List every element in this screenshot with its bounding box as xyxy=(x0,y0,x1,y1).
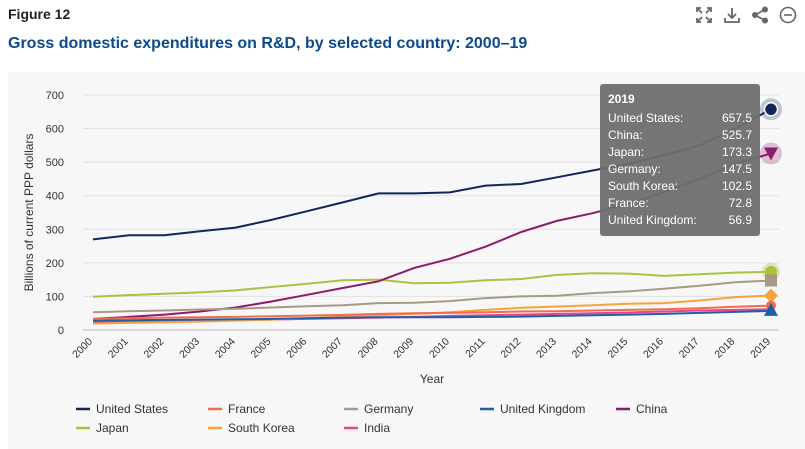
y-tick-label: 700 xyxy=(46,90,64,102)
download-icon[interactable] xyxy=(723,6,741,24)
tooltip-row-label: France: xyxy=(608,196,649,210)
data-point-marker xyxy=(765,274,777,287)
expand-icon[interactable] xyxy=(695,6,713,24)
line-chart: 0 100 200 300 400 500 600 700 2000 2001 2002 2003 20… xyxy=(22,90,782,435)
tooltip-row-label: South Korea: xyxy=(608,179,679,193)
tooltip-row-label: United Kingdom: xyxy=(608,213,697,227)
x-tick-label: 2016 xyxy=(641,336,666,361)
x-tick-label: 2012 xyxy=(498,336,523,361)
figure-label: Figure 12 xyxy=(8,6,71,22)
chart-title: Gross domestic expenditures on R&D, by s… xyxy=(8,35,528,52)
x-tick-label: 2007 xyxy=(320,336,345,361)
tooltip-row-value: 102.5 xyxy=(721,179,752,193)
legend-item-france[interactable]: France xyxy=(208,402,266,416)
legend-label: China xyxy=(636,402,668,416)
tooltip-row-label: Germany: xyxy=(608,162,661,176)
tooltip-year: 2019 xyxy=(608,92,635,106)
tooltip-row-value: 525.7 xyxy=(721,128,752,142)
x-tick-label: 2017 xyxy=(677,336,702,361)
tooltip-row: South Korea: 102.5 xyxy=(608,178,752,195)
tooltip-row-value: 56.9 xyxy=(728,213,752,227)
legend-item-india[interactable]: India xyxy=(344,421,390,435)
x-tick-label: 2014 xyxy=(570,336,595,361)
chart-area: 0 100 200 300 400 500 600 700 2000 2001 2002 2003 20… xyxy=(8,72,805,449)
x-tick-label: 2008 xyxy=(356,336,381,361)
x-tick-label: 2004 xyxy=(213,336,238,361)
legend-item-germany[interactable]: Germany xyxy=(344,402,413,416)
legend-item-japan[interactable]: Japan xyxy=(76,421,129,435)
tooltip-row: Germany: 147.5 xyxy=(608,161,752,178)
x-tick-label: 2006 xyxy=(284,336,309,361)
tooltip-row-label: United States: xyxy=(608,111,684,125)
series-line-france xyxy=(92,304,772,320)
x-axis-title: Year xyxy=(420,372,444,386)
x-tick-label: 2001 xyxy=(106,336,131,361)
legend-label: Japan xyxy=(96,421,129,435)
chart-toolbar xyxy=(695,6,797,24)
y-tick-label: 100 xyxy=(46,291,64,303)
tooltip-row-value: 173.3 xyxy=(721,145,752,159)
x-tick-label: 2018 xyxy=(712,336,737,361)
x-tick-label: 2002 xyxy=(141,336,166,361)
legend-label: United Kingdom xyxy=(500,402,585,416)
tooltip-row-value: 72.8 xyxy=(728,196,752,210)
x-tick-label: 2011 xyxy=(463,336,488,361)
share-icon[interactable] xyxy=(751,6,769,24)
x-tick-label: 2015 xyxy=(605,336,630,361)
legend-label: India xyxy=(364,421,390,435)
x-tick-label: 2003 xyxy=(177,336,202,361)
tooltip-row-value: 147.5 xyxy=(721,162,752,176)
legend-label: South Korea xyxy=(228,421,295,435)
x-tick-label: 2019 xyxy=(748,336,773,361)
x-tick-label: 2009 xyxy=(391,336,416,361)
y-tick-label: 200 xyxy=(46,258,64,270)
tooltip-row: United Kingdom: 56.9 xyxy=(608,212,752,229)
legend-label: France xyxy=(228,402,266,416)
legend-item-china[interactable]: China xyxy=(616,402,668,416)
x-tick-label: 2005 xyxy=(249,336,274,361)
y-tick-label: 0 xyxy=(58,325,64,337)
y-tick-label: 500 xyxy=(46,157,64,169)
tooltip-row-value: 657.5 xyxy=(721,111,752,125)
chart-tooltip: 2019 United States: 657.5 China: 525.7 Japan… xyxy=(600,84,760,236)
legend-item-south-korea[interactable]: South Korea xyxy=(208,421,295,435)
data-point-marker xyxy=(763,102,779,117)
collapse-icon[interactable] xyxy=(779,6,797,24)
legend-item-united-states[interactable]: United States xyxy=(76,402,168,416)
tooltip-row-label: China: xyxy=(608,128,643,142)
legend-item-united-kingdom[interactable]: United Kingdom xyxy=(480,402,585,416)
tooltip-row: France: 72.8 xyxy=(608,195,752,212)
series-line-japan xyxy=(92,270,772,298)
data-point-marker xyxy=(764,288,778,303)
data-point-marker xyxy=(764,302,778,316)
y-tick-label: 400 xyxy=(46,191,64,203)
tooltip-row-label: Japan: xyxy=(608,145,645,159)
x-tick-label: 2013 xyxy=(534,336,559,361)
tooltip-row: United States: 657.5 xyxy=(608,110,752,127)
x-tick-label: 2000 xyxy=(70,336,95,361)
y-tick-label: 300 xyxy=(46,224,64,236)
y-axis-title: Billions of current PPP dollars xyxy=(22,134,36,292)
tooltip-rows: United States: 657.5 China: 525.7 Japan: 173.… xyxy=(608,110,752,229)
legend-label: United States xyxy=(96,402,168,416)
series-line-germany xyxy=(92,279,772,314)
data-point-marker xyxy=(764,147,778,161)
series-line-united-kingdom xyxy=(92,309,772,322)
y-tick-label: 600 xyxy=(46,124,64,136)
legend-label: Germany xyxy=(364,402,413,416)
tooltip-row: China: 525.7 xyxy=(608,127,752,144)
tooltip-row: Japan: 173.3 xyxy=(608,144,752,161)
x-tick-label: 2010 xyxy=(427,336,452,361)
